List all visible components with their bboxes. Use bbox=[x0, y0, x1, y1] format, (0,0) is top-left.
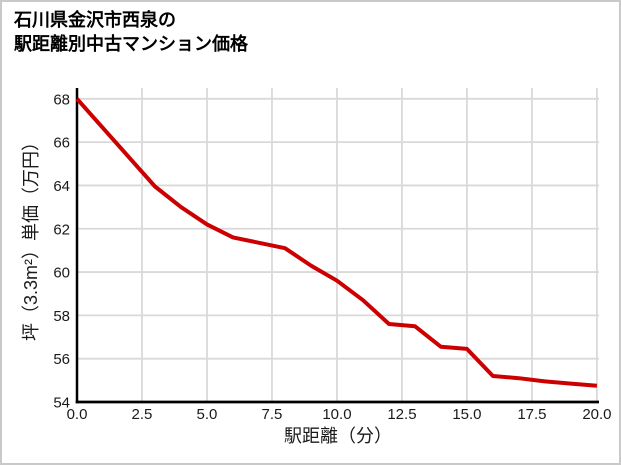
y-tick-label: 60 bbox=[53, 265, 70, 282]
y-axis-label: 坪（3.3m²）単価（万円） bbox=[21, 132, 41, 342]
chart-title-line1: 石川県金沢市西泉の bbox=[14, 10, 176, 30]
x-tick-label: 12.5 bbox=[387, 406, 416, 423]
x-tick-label: 10.0 bbox=[322, 406, 351, 423]
y-tick-label: 58 bbox=[53, 308, 70, 325]
x-tick-label: 15.0 bbox=[452, 406, 481, 423]
chart-title-line2: 駅距離別中古マンション価格 bbox=[14, 34, 248, 54]
y-tick-label: 68 bbox=[53, 91, 70, 108]
y-tick-label: 62 bbox=[53, 221, 70, 238]
y-tick-label: 64 bbox=[53, 178, 70, 195]
price-line bbox=[75, 97, 598, 388]
x-tick-label: 2.5 bbox=[132, 406, 153, 423]
x-tick-label: 5.0 bbox=[197, 406, 218, 423]
y-tick-label: 66 bbox=[53, 135, 70, 152]
y-tick-label: 54 bbox=[53, 395, 70, 412]
x-tick-label: 20.0 bbox=[582, 406, 611, 423]
x-axis-label: 駅距離（分） bbox=[284, 426, 392, 446]
x-tick-label: 0.0 bbox=[67, 406, 88, 423]
x-tick-label: 7.5 bbox=[262, 406, 283, 423]
x-tick-label: 17.5 bbox=[517, 406, 546, 423]
y-tick-label: 56 bbox=[53, 351, 70, 368]
chart-title: 石川県金沢市西泉の 駅距離別中古マンション価格 bbox=[14, 8, 248, 56]
